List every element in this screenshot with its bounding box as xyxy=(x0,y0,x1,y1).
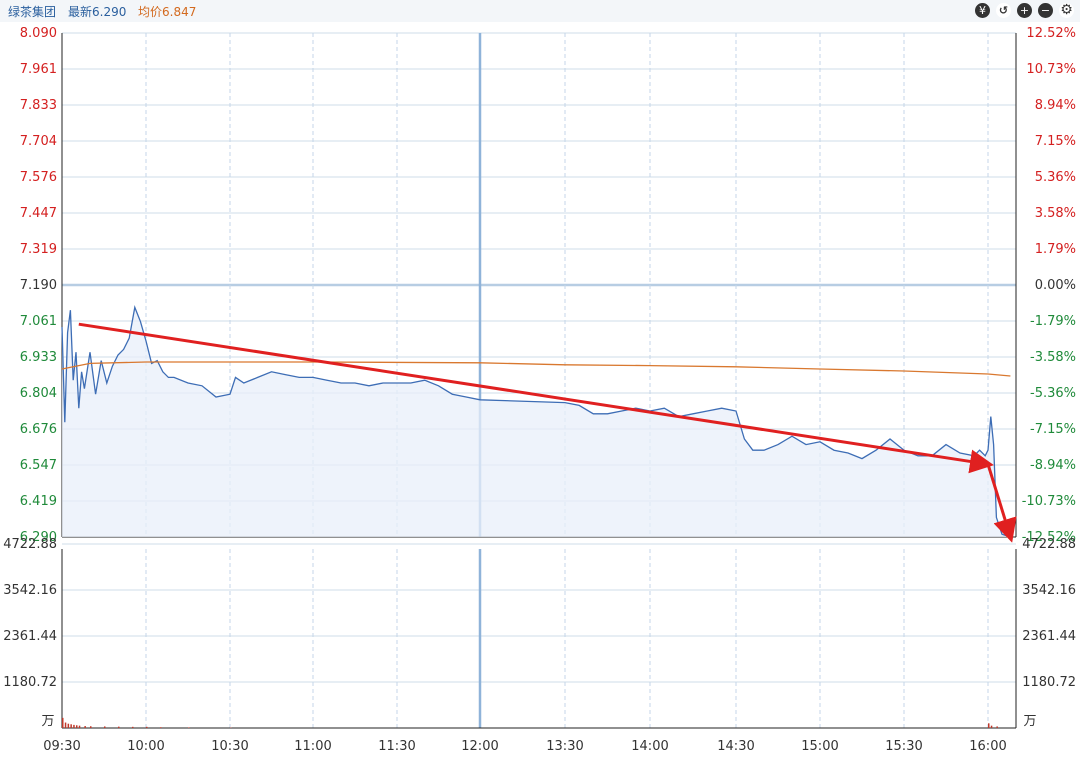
currency-icon[interactable]: ¥ xyxy=(975,3,990,18)
percent-tick-label: 5.36% xyxy=(1035,170,1076,185)
time-tick-label: 16:00 xyxy=(969,739,1006,754)
price-tick-label: 6.290 xyxy=(20,530,57,545)
volume-tick-label: 3542.16 xyxy=(3,583,57,598)
time-tick-label: 14:00 xyxy=(631,739,668,754)
volume-unit-label: 万 xyxy=(1023,714,1036,729)
time-tick-label: 11:30 xyxy=(378,739,415,754)
volume-bar xyxy=(78,725,81,728)
percent-tick-label: -10.73% xyxy=(1022,494,1076,509)
volume-bar xyxy=(90,726,92,728)
price-tick-label: 7.961 xyxy=(20,62,57,77)
volume-bar xyxy=(62,717,64,728)
percent-tick-label: -7.15% xyxy=(1030,422,1076,437)
volume-bar xyxy=(104,726,106,728)
volume-bar xyxy=(996,726,998,728)
percent-tick-label: -1.79% xyxy=(1030,314,1076,329)
volume-bar xyxy=(990,725,993,728)
percent-tick-label: -12.52% xyxy=(1022,530,1076,545)
percent-tick-label: -3.58% xyxy=(1030,350,1076,365)
time-tick-label: 13:30 xyxy=(546,739,583,754)
price-tick-label: 7.576 xyxy=(20,170,57,185)
undo-icon[interactable]: ↺ xyxy=(996,3,1011,18)
price-tick-label: 7.447 xyxy=(20,206,57,221)
volume-tick-label: 1180.72 xyxy=(1022,675,1076,690)
percent-tick-label: -8.94% xyxy=(1030,458,1076,473)
price-tick-label: 7.190 xyxy=(20,278,57,293)
price-tick-label: 6.804 xyxy=(20,386,57,401)
volume-bar xyxy=(188,727,190,728)
time-tick-label: 12:00 xyxy=(461,739,498,754)
time-tick-label: 10:30 xyxy=(211,739,248,754)
avg-price-line xyxy=(61,361,1011,377)
price-tick-label: 7.704 xyxy=(20,134,57,149)
percent-tick-label: 8.94% xyxy=(1035,98,1076,113)
percent-tick-label: -5.36% xyxy=(1030,386,1076,401)
volume-bar xyxy=(118,726,120,728)
percent-tick-label: 1.79% xyxy=(1035,242,1076,257)
trend-arrow xyxy=(986,463,1017,543)
volume-plot-area xyxy=(62,549,1016,728)
price-tick-label: 7.833 xyxy=(20,98,57,113)
price-tick-label: 6.547 xyxy=(20,458,57,473)
price-tick-label: 7.061 xyxy=(20,314,57,329)
price-area-fill xyxy=(62,307,1011,537)
percent-tick-label: 0.00% xyxy=(1035,278,1076,293)
last-price-label: 最新6.290 xyxy=(68,5,127,19)
time-tick-label: 15:00 xyxy=(801,739,838,754)
stock-name: 绿茶集团 xyxy=(8,5,57,19)
volume-bar xyxy=(146,726,148,728)
chart-toolbar: 绿茶集团 最新6.290 均价6.847 ¥ ↺ + − ⚙ xyxy=(0,0,1080,22)
volume-bar xyxy=(73,724,75,728)
volume-bar xyxy=(67,723,70,728)
volume-unit-label: 万 xyxy=(41,714,54,729)
intraday-chart: 8.090 7.961 7.833 7.704 7.576 7.447 7.319 7.190… xyxy=(3,26,1076,754)
volume-tick-label: 4722.88 xyxy=(3,537,57,552)
price-tick-label: 6.419 xyxy=(20,494,57,509)
percent-tick-label: 7.15% xyxy=(1035,134,1076,149)
trend-arrow xyxy=(78,322,994,474)
volume-bar xyxy=(160,727,162,728)
volume-tick-label: 4722.88 xyxy=(1022,537,1076,552)
time-tick-label: 15:30 xyxy=(885,739,922,754)
price-tick-label: 6.676 xyxy=(20,422,57,437)
volume-bar xyxy=(84,726,86,728)
time-tick-label: 14:30 xyxy=(717,739,754,754)
volume-tick-label: 2361.44 xyxy=(3,629,57,644)
time-tick-label: 11:00 xyxy=(294,739,331,754)
price-tick-label: 8.090 xyxy=(20,26,57,41)
avg-price-label: 均价6.847 xyxy=(138,5,197,19)
zoom-out-icon[interactable]: − xyxy=(1038,3,1053,18)
settings-icon[interactable]: ⚙ xyxy=(1059,2,1074,18)
percent-tick-label: 3.58% xyxy=(1035,206,1076,221)
time-tick-label: 10:00 xyxy=(127,739,164,754)
volume-bar xyxy=(64,722,67,728)
time-tick-label: 09:30 xyxy=(43,739,80,754)
percent-tick-label: 10.73% xyxy=(1026,62,1076,77)
volume-tick-label: 3542.16 xyxy=(1022,583,1076,598)
price-tick-label: 6.933 xyxy=(20,350,57,365)
volume-bar xyxy=(988,723,990,728)
volume-bar xyxy=(70,724,72,728)
price-tick-label: 7.319 xyxy=(20,242,57,257)
volume-tick-label: 2361.44 xyxy=(1022,629,1076,644)
price-line xyxy=(61,305,1011,538)
volume-bar xyxy=(76,725,78,728)
zoom-in-icon[interactable]: + xyxy=(1017,3,1032,18)
volume-tick-label: 1180.72 xyxy=(3,675,57,690)
percent-tick-label: 12.52% xyxy=(1026,26,1076,41)
volume-bar xyxy=(132,726,134,728)
